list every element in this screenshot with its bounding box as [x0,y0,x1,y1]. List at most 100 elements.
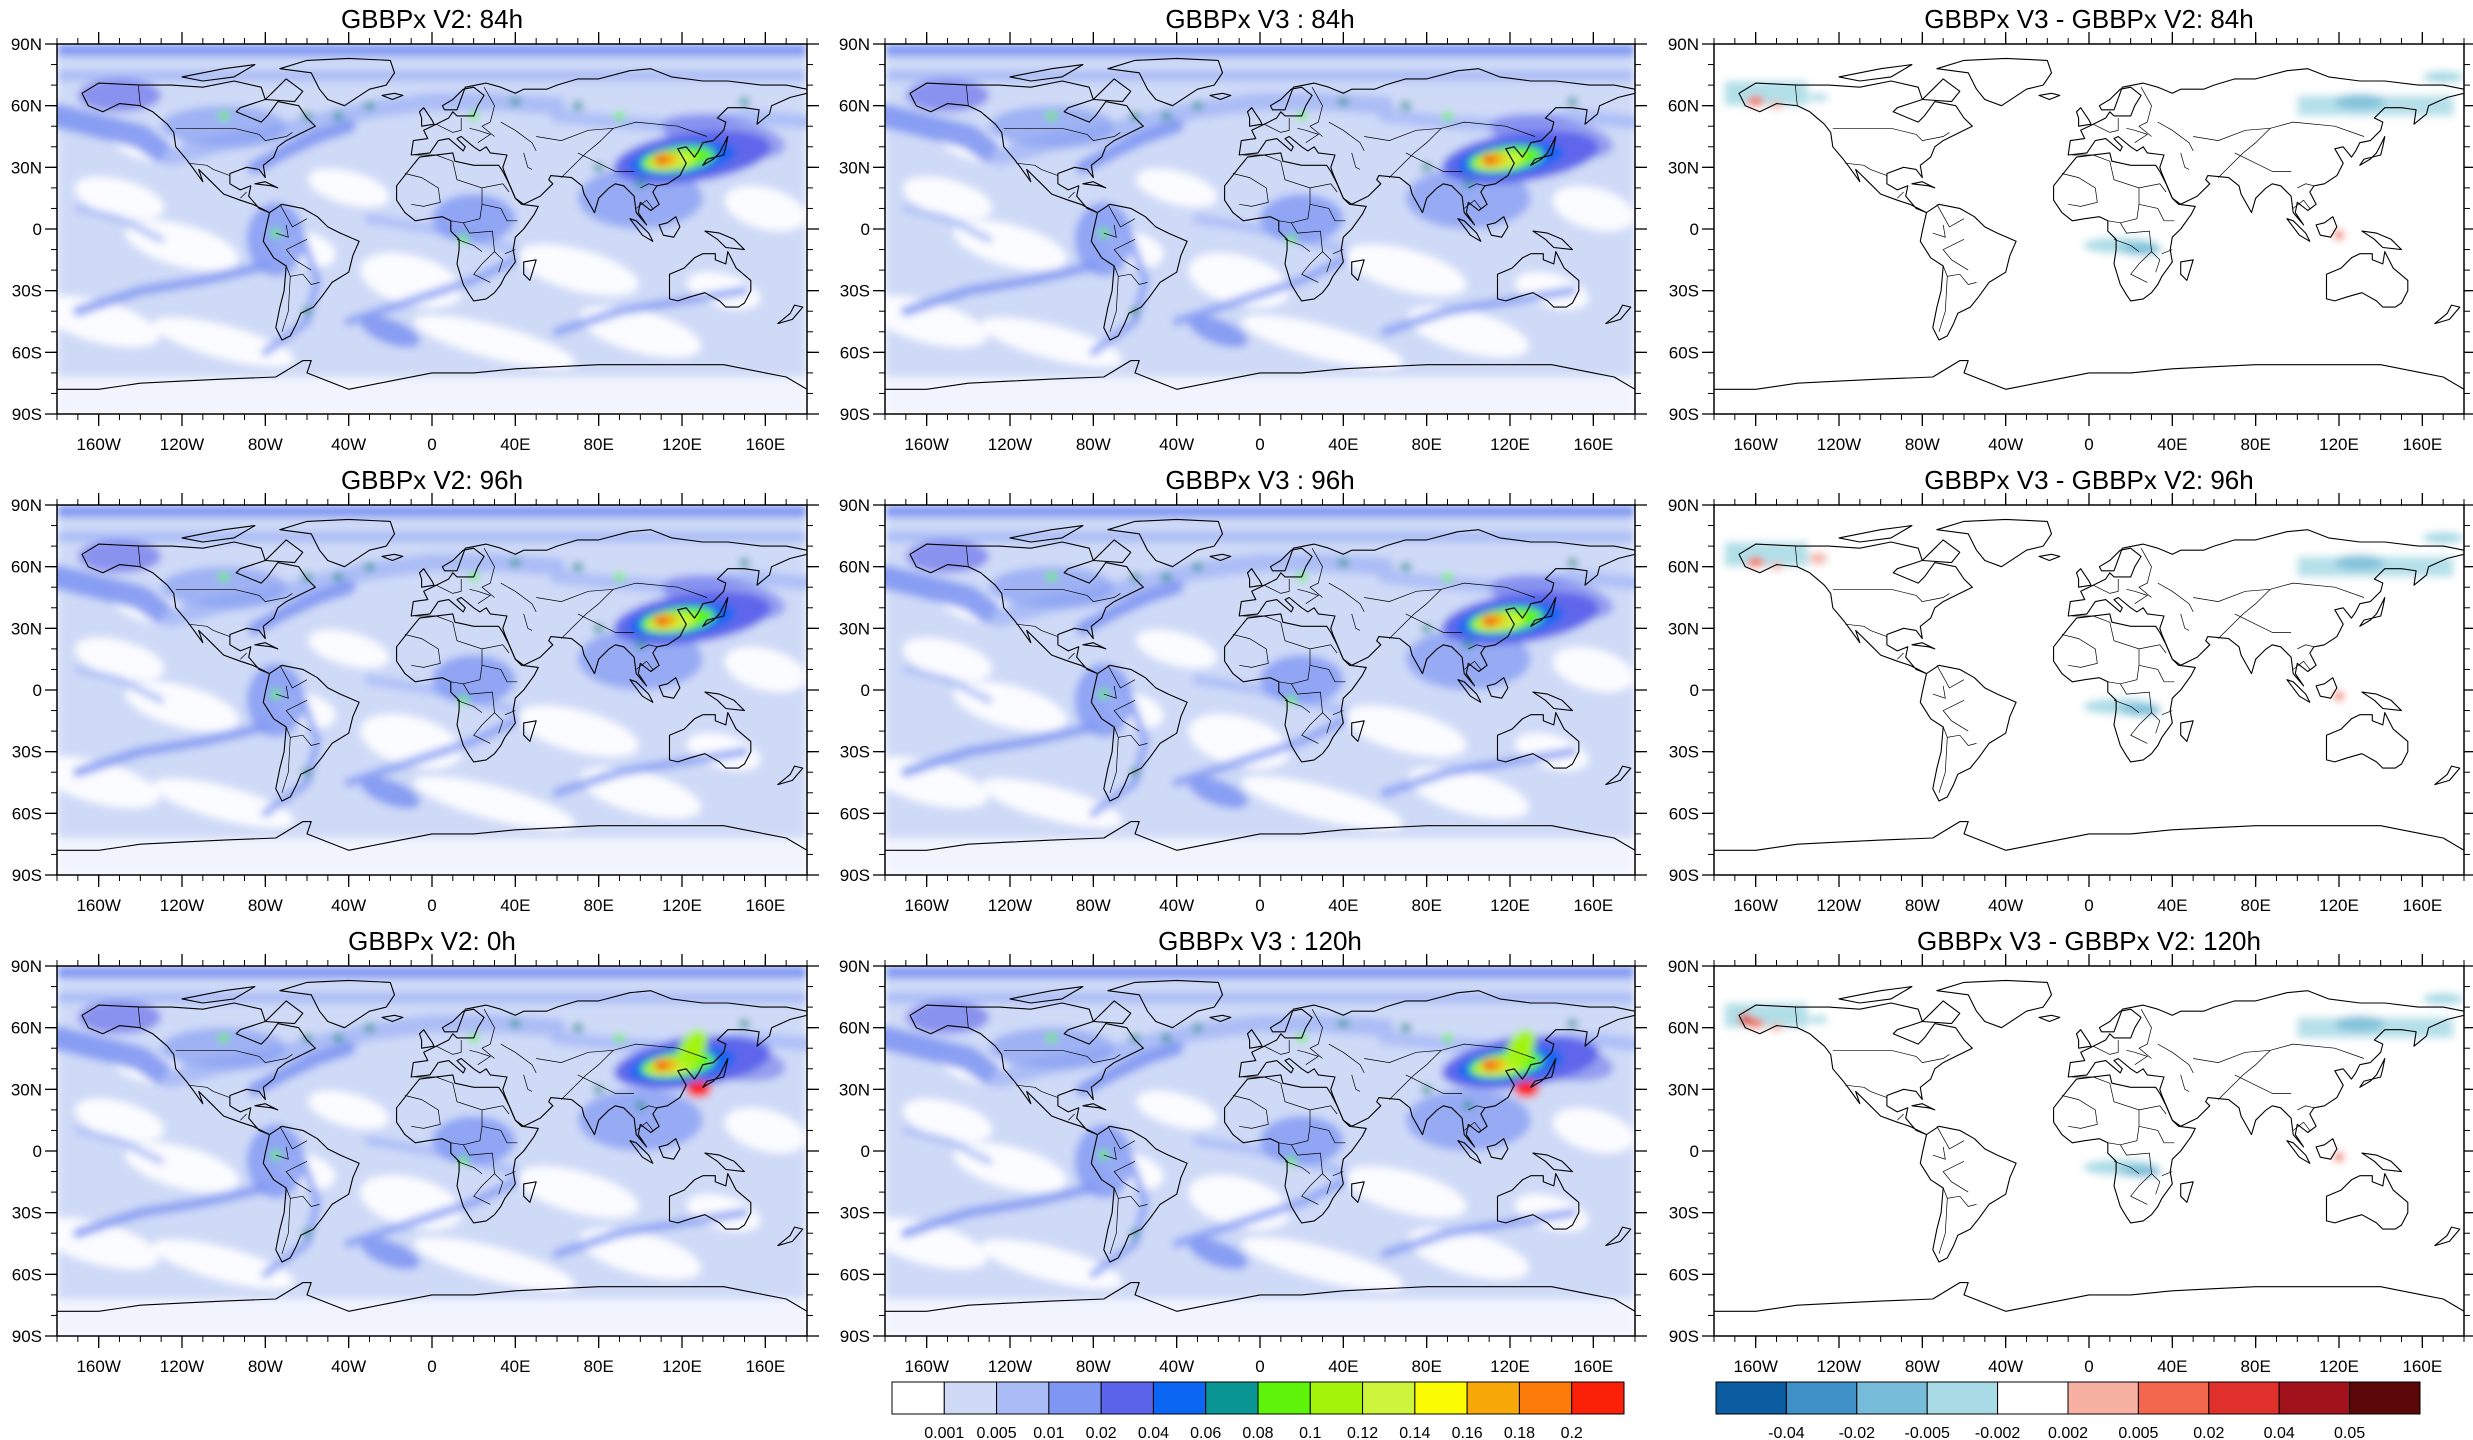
lon-tick-label: 0 [1255,1357,1264,1376]
map-field [1714,505,2464,875]
colorbar-label: 0.14 [1399,1425,1430,1440]
lon-tick-label: 120W [160,435,204,454]
lon-tick-label: 160E [1573,1357,1613,1376]
coastlines [57,518,807,851]
lon-tick-label: 160W [1733,896,1777,915]
panel-title: GBBPx V3 : 84h [1165,4,1354,34]
panel-title: GBBPx V2: 84h [341,4,523,34]
lon-tick-label: 40W [331,1357,366,1376]
coastlines [57,57,807,390]
colorbar-label: -0.005 [1905,1425,1950,1440]
colorbar-swatch [2208,1381,2280,1415]
lat-tick-label: 30S [840,743,870,762]
colorbar-swatch [1257,1381,1311,1415]
lat-tick-label: 60S [12,804,42,823]
colorbar-swatch [1414,1381,1468,1415]
lon-tick-label: 160E [1573,435,1613,454]
colorbar-swatch [1997,1381,2069,1415]
lat-tick-label: 60N [11,97,42,116]
coastlines [885,979,1635,1312]
lat-tick-label: 60S [840,1265,870,1284]
coastlines [885,57,1635,390]
lon-tick-label: 80E [1412,435,1442,454]
lat-tick-label: 60S [12,343,42,362]
lon-tick-label: 80E [1412,896,1442,915]
lat-tick-label: 0 [33,220,42,239]
map-field [1714,966,2464,1336]
lon-tick-label: 40W [1988,435,2023,454]
lon-tick-label: 80E [1412,1357,1442,1376]
colorbar-swatch [1362,1381,1416,1415]
colorbar-swatch [891,1381,945,1415]
lat-tick-label: 60S [840,343,870,362]
colorbar-label: 0.002 [2048,1425,2088,1440]
colorbar-swatch [996,1381,1050,1415]
lat-tick-label: 30N [1668,1080,1699,1099]
lat-tick-label: 30S [1669,1204,1699,1223]
lon-tick-label: 80W [1076,1357,1111,1376]
lat-tick-label: 30S [1669,282,1699,301]
colorbar-label: 0.18 [1504,1425,1535,1440]
lat-tick-label: 60N [839,1019,870,1038]
lat-tick-label: 90S [12,866,42,885]
lon-tick-label: 0 [427,896,436,915]
lat-tick-label: 60N [11,558,42,577]
colorbar-swatch [1309,1381,1364,1415]
lon-tick-label: 0 [1255,896,1264,915]
lon-tick-label: 40W [1159,896,1194,915]
lat-tick-label: 90N [1668,957,1699,976]
lon-tick-label: 160E [1573,896,1613,915]
lat-tick-label: 30N [11,158,42,177]
lon-tick-label: 80W [248,896,283,915]
lon-tick-label: 160E [2402,1357,2442,1376]
colorbar-label: -0.02 [1839,1425,1876,1440]
lat-tick-label: 30N [11,1080,42,1099]
lat-tick-label: 90S [840,1327,870,1346]
colorbar-label: -0.04 [1768,1425,1805,1440]
map-panel-p6: 90N 60N 30N 0 30S 60S 90S 160W 120W 80W 40W 0 40E 80E… [1668,465,2473,915]
lat-tick-label: 90N [11,957,42,976]
colorbar-swatch [1856,1381,1928,1415]
colorbar-swatch [1466,1381,1520,1415]
lat-tick-label: 90S [840,866,870,885]
lat-tick-label: 90S [1669,866,1699,885]
panel-title: GBBPx V2: 0h [348,926,516,956]
map-field [57,966,807,1336]
colorbar-swatch [1100,1381,1154,1415]
lon-tick-label: 120W [160,896,204,915]
lon-tick-label: 40E [500,896,530,915]
lat-tick-label: 60N [1668,1019,1699,1038]
lon-tick-label: 0 [427,1357,436,1376]
lat-tick-label: 0 [1690,681,1699,700]
lat-tick-label: 0 [861,1142,870,1161]
lon-tick-label: 120W [1817,1357,1861,1376]
lon-tick-label: 160W [1733,435,1777,454]
map-panel-p9: 90N 60N 30N 0 30S 60S 90S 160W 120W 80W 40W 0 40E 80E… [1668,926,2473,1376]
lon-tick-label: 160E [2402,896,2442,915]
colorbar-swatch [1571,1381,1625,1415]
colorbar-field: 0.001 0.005 0.01 0.02 0.04 0.06 0.08 0.1 0.12 0.1… [891,1381,1625,1440]
colorbar-label: 0.001 [924,1425,964,1440]
lon-tick-label: 80E [2241,435,2271,454]
lat-tick-label: 90N [839,35,870,54]
map-field [57,44,807,414]
lon-tick-label: 40E [2157,1357,2187,1376]
lat-tick-label: 60S [12,1265,42,1284]
lon-tick-label: 160W [1733,1357,1777,1376]
lon-tick-label: 120E [2319,1357,2359,1376]
lon-tick-label: 160E [745,1357,785,1376]
lon-tick-label: 40W [1988,1357,2023,1376]
colorbar-label: 0.06 [1190,1425,1221,1440]
colorbar-swatch [1715,1381,1787,1415]
lat-tick-label: 90N [1668,496,1699,515]
colorbar-swatch [1926,1381,1999,1415]
panels-layer: 90N 60N 30N 0 30S 60S 90S 160W 120W 80W 40W 0 40E 80E… [11,4,2473,1376]
lat-tick-label: 90S [12,1327,42,1346]
panel-title: GBBPx V3 : 96h [1165,465,1354,495]
lat-tick-label: 60S [1669,1265,1699,1284]
lon-tick-label: 80W [1905,1357,1940,1376]
map-panel-p5: 90N 60N 30N 0 30S 60S 90S 160W 120W 80W 40W 0 40E 80E… [839,465,1647,915]
lat-tick-label: 30N [11,619,42,638]
lon-tick-label: 80W [1905,435,1940,454]
lat-tick-label: 90N [839,496,870,515]
